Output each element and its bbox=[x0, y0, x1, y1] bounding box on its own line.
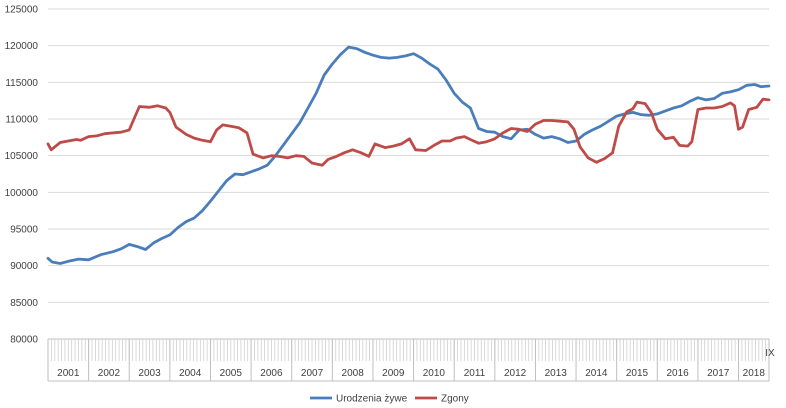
y-tick-label: 90000 bbox=[10, 261, 38, 272]
y-tick-label: 80000 bbox=[10, 335, 38, 346]
x-year-label: 2012 bbox=[504, 368, 527, 379]
x-year-label: 2006 bbox=[260, 368, 283, 379]
x-year-label: 2003 bbox=[138, 368, 161, 379]
x-year-label: 2016 bbox=[666, 368, 689, 379]
series-lines bbox=[46, 45, 771, 265]
x-year-label: 2002 bbox=[98, 368, 121, 379]
x-year-label: 2011 bbox=[464, 368, 486, 379]
x-year-label: 2004 bbox=[179, 368, 202, 379]
x-year-label: 2009 bbox=[382, 368, 405, 379]
x-year-label: 2010 bbox=[423, 368, 446, 379]
y-tick-label: 110000 bbox=[5, 115, 38, 126]
y-tick-label: 95000 bbox=[10, 225, 38, 236]
x-year-label: 2013 bbox=[545, 368, 568, 379]
y-tick-label: 105000 bbox=[5, 151, 39, 162]
y-tick-label: 115000 bbox=[5, 78, 38, 89]
series-line-deaths bbox=[46, 97, 771, 167]
x-end-label: IX bbox=[765, 348, 775, 359]
x-axis: 2001 2002 2003 2004 2005 2006 2007 2008 2009 2010… bbox=[47, 338, 775, 382]
gridlines bbox=[48, 8, 769, 340]
x-year-label: 2007 bbox=[301, 368, 324, 379]
legend-label: Zgony bbox=[441, 394, 469, 405]
x-year-label: 2018 bbox=[743, 368, 766, 379]
x-year-label: 2008 bbox=[342, 368, 365, 379]
x-year-label: 2017 bbox=[707, 368, 730, 379]
legend-label: Urodzenia żywe bbox=[336, 394, 408, 405]
x-year-label: 2015 bbox=[626, 368, 649, 379]
x-year-label: 2005 bbox=[220, 368, 243, 379]
y-tick-label: 100000 bbox=[5, 188, 39, 199]
y-tick-label: 85000 bbox=[10, 298, 38, 309]
y-axis: 80000 85000 90000 95000 100000 105000 110000 11… bbox=[5, 5, 39, 346]
legend: Urodzenia żywe Zgony bbox=[310, 394, 469, 405]
x-year-label: 2014 bbox=[585, 368, 608, 379]
y-tick-label: 125000 bbox=[5, 5, 39, 16]
y-tick-label: 120000 bbox=[5, 41, 39, 52]
x-year-label: 2001 bbox=[57, 368, 80, 379]
